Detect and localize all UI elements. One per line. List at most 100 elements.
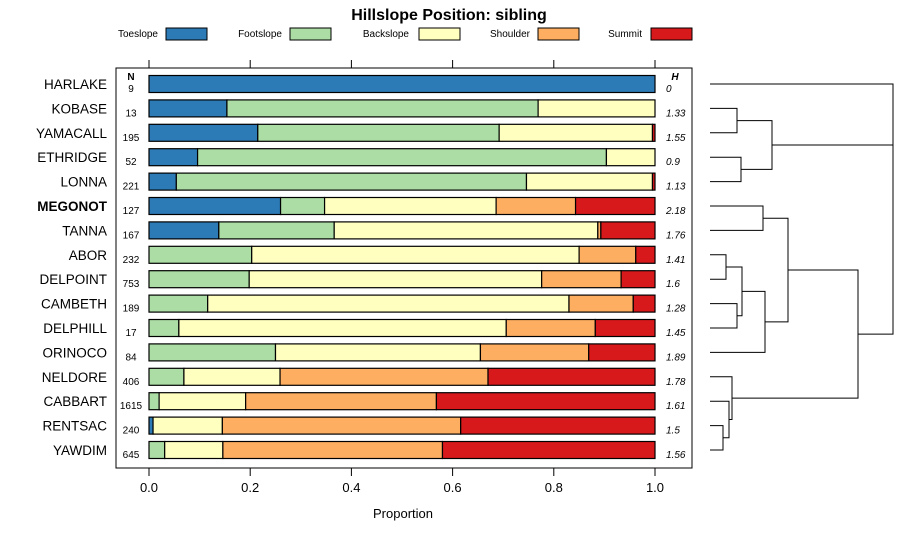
bar-segment-summit [635, 245, 656, 264]
bar-segment-backslope [525, 172, 654, 191]
h-value-label: 1.56 [666, 450, 686, 461]
row-yamacall: YAMACALL 195 1.55 [36, 123, 686, 144]
bar-segment-footslope [257, 123, 500, 142]
soil-name-label: YAWDIM [53, 443, 107, 458]
row-orinoco: ORINOCO 84 1.89 [42, 343, 686, 363]
chart-title: Hillslope Position: sibling [351, 7, 547, 24]
row-cambeth: CAMBETH 189 1.28 [41, 294, 686, 315]
bar-segment-backslope [498, 123, 654, 142]
dendrogram-branch [710, 303, 738, 329]
bar-segment-toeslope [148, 221, 220, 240]
bar-segment-backslope [537, 99, 656, 118]
h-value-label: 1.76 [666, 230, 686, 241]
n-count-label: 17 [125, 328, 137, 339]
h-value-label: 1.28 [666, 304, 686, 315]
bar-segment-summit [460, 416, 656, 435]
bar-segment-shoulder [245, 392, 438, 411]
bar-segment-backslope [251, 245, 580, 264]
h-value-label: 0.9 [666, 157, 680, 168]
bar-segment-footslope [148, 392, 160, 411]
bar-segment-backslope [323, 196, 497, 216]
row-yawdim: YAWDIM 645 1.56 [53, 440, 686, 461]
bar-segment-footslope [175, 172, 528, 191]
legend-swatch-footslope [289, 27, 332, 41]
bar-segment-backslope [274, 343, 482, 362]
row-delpoint: DELPOINT 753 1.6 [39, 270, 680, 290]
soil-name-label: DELPHILL [43, 321, 107, 336]
row-tanna: TANNA 167 1.76 [62, 221, 686, 241]
bar-segment-summit [441, 440, 656, 460]
row-abor: ABOR 232 1.41 [69, 245, 685, 266]
row-kobase: KOBASE 13 1.33 [51, 99, 686, 119]
soil-name-label: ORINOCO [42, 345, 107, 360]
n-count-label: 9 [128, 84, 134, 95]
bar-segment-footslope [148, 245, 253, 264]
x-tick-label: 0.2 [241, 480, 259, 495]
row-cabbart: CABBART 1615 1.61 [43, 392, 685, 412]
bar-segment-toeslope [148, 172, 177, 191]
n-count-label: 189 [123, 304, 140, 315]
plot-panel [115, 67, 693, 469]
bar-segment-backslope [152, 416, 223, 435]
bar-segment-shoulder [541, 270, 622, 289]
dendrogram-branch [763, 217, 789, 323]
h-value-label: 1.61 [666, 401, 685, 412]
dendrogram-branch [726, 266, 743, 317]
h-value-label: 1.78 [666, 377, 686, 388]
soil-name-label: KOBASE [51, 101, 107, 116]
bar-segment-summit [600, 221, 656, 240]
bar-segment-footslope [148, 294, 209, 313]
bar-segment-shoulder [221, 416, 462, 435]
row-delphill: DELPHILL 17 1.45 [43, 318, 686, 339]
row-rentsac: RENTSAC 240 1.5 [42, 416, 680, 437]
soil-name-label: ABOR [69, 248, 108, 263]
bar-rows: HARLAKE 9 0 KOBASE 13 1.33 YAMACALL 195 1.55 ETHR… [36, 74, 686, 461]
dendrogram-branch [710, 400, 730, 439]
soil-name-label: CAMBETH [41, 297, 107, 312]
h-header: H [671, 72, 679, 83]
legend-label-toeslope: Toeslope [118, 29, 158, 40]
n-count-label: 195 [123, 133, 140, 144]
dendrogram-branch [710, 205, 764, 231]
soil-name-label: DELPOINT [39, 272, 107, 287]
legend-label-shoulder: Shoulder [490, 29, 531, 40]
dendrogram [710, 83, 894, 451]
legend-swatch-shoulder [537, 27, 580, 41]
bar-segment-toeslope [148, 99, 228, 118]
n-count-label: 84 [125, 352, 137, 363]
n-count-label: 167 [123, 230, 140, 241]
dendrogram-branch [710, 107, 738, 134]
bar-segment-backslope [333, 221, 599, 240]
n-count-label: 406 [123, 377, 140, 388]
bar-segment-footslope [218, 221, 335, 240]
h-value-label: 2.18 [665, 206, 686, 217]
n-count-label: 753 [123, 279, 140, 290]
soil-name-label: TANNA [62, 223, 107, 238]
soil-name-label: YAMACALL [36, 126, 108, 141]
soil-name-label: LONNA [60, 175, 107, 190]
bar-segment-shoulder [568, 294, 634, 313]
bar-segment-summit [435, 392, 656, 411]
bar-segment-backslope [183, 367, 281, 386]
bar-segment-shoulder [495, 196, 577, 216]
bar-segment-summit [651, 123, 656, 142]
soil-name-label: MEGONOT [37, 199, 108, 214]
h-value-label: 1.5 [666, 426, 680, 437]
dendrogram-branch [710, 156, 742, 183]
bar-segment-footslope [148, 367, 185, 386]
n-count-label: 127 [123, 206, 140, 217]
h-value-label: 1.55 [666, 133, 686, 144]
legend-swatch-backslope [418, 27, 461, 41]
bar-segment-toeslope [148, 416, 154, 435]
bar-segment-shoulder [505, 318, 596, 338]
n-count-label: 13 [125, 108, 137, 119]
soil-name-label: CABBART [43, 394, 107, 409]
n-header: N [127, 72, 134, 83]
bar-segment-toeslope [148, 148, 199, 167]
soil-name-label: HARLAKE [44, 77, 107, 92]
n-count-label: 232 [123, 255, 140, 266]
bar-segment-summit [588, 343, 656, 362]
bar-segment-footslope [148, 343, 277, 362]
dendrogram-branch [710, 254, 727, 280]
bar-segment-toeslope [148, 196, 282, 216]
